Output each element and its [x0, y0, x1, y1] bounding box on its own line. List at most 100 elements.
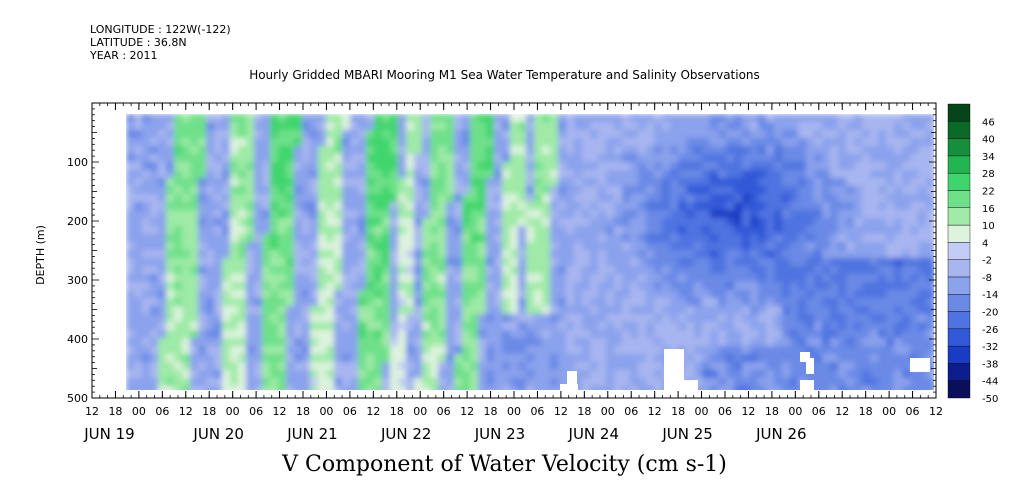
heatmap-cell [910, 138, 919, 147]
heatmap-cell [302, 146, 311, 155]
heatmap-cell [574, 162, 583, 171]
heatmap-cell [326, 194, 335, 203]
heatmap-cell [358, 250, 367, 259]
heatmap-cell [174, 322, 183, 331]
colorbar-label: -50 [982, 394, 998, 405]
heatmap-cell [918, 146, 927, 155]
heatmap-cell [334, 346, 343, 355]
heatmap-cell [774, 330, 783, 339]
heatmap-cell [438, 370, 447, 379]
heatmap-cell [654, 282, 663, 291]
heatmap-cell [542, 258, 551, 267]
heatmap-cell [518, 354, 527, 363]
heatmap-cell [390, 258, 399, 267]
heatmap-cell [518, 258, 527, 267]
heatmap-cell [862, 234, 871, 243]
heatmap-cell [766, 354, 775, 363]
heatmap-cell [574, 186, 583, 195]
heatmap-cell [790, 266, 799, 275]
heatmap-cell [310, 114, 319, 123]
heatmap-cell [270, 330, 279, 339]
heatmap-cell [510, 242, 519, 251]
heatmap-cell [190, 154, 199, 163]
heatmap-cell [462, 322, 471, 331]
heatmap-cell [182, 130, 191, 139]
heatmap-cell [518, 298, 527, 307]
heatmap-cell [270, 130, 279, 139]
heatmap-cell [750, 122, 759, 131]
heatmap-cell [358, 362, 367, 371]
heatmap-cell [710, 138, 719, 147]
heatmap-cell [534, 322, 543, 331]
heatmap-cell [790, 354, 799, 363]
heatmap-cell [910, 298, 919, 307]
heatmap-cell [910, 386, 919, 390]
heatmap-cell [422, 146, 431, 155]
heatmap-cell [350, 226, 359, 235]
heatmap-cell [238, 202, 247, 211]
heatmap-cell [486, 138, 495, 147]
heatmap-cell [310, 138, 319, 147]
heatmap-cell [782, 274, 791, 283]
heatmap-cell [830, 274, 839, 283]
heatmap-cell [302, 258, 311, 267]
heatmap-cell [326, 130, 335, 139]
heatmap-cell [262, 194, 271, 203]
heatmap-cell [902, 122, 911, 131]
heatmap-cell [774, 146, 783, 155]
heatmap-cell [830, 130, 839, 139]
heatmap-cell [582, 266, 591, 275]
heatmap-cell [222, 210, 231, 219]
heatmap-cell [606, 346, 615, 355]
heatmap-cell [286, 202, 295, 211]
heatmap-cell [486, 386, 495, 390]
heatmap-cell [406, 354, 415, 363]
heatmap-cell [582, 290, 591, 299]
heatmap-cell [350, 330, 359, 339]
heatmap-cell [270, 122, 279, 131]
heatmap-cell [342, 378, 351, 387]
heatmap-cell [358, 274, 367, 283]
heatmap-cell [918, 298, 927, 307]
heatmap-cell [198, 298, 207, 307]
heatmap-cell [326, 218, 335, 227]
heatmap-cell [526, 226, 535, 235]
colorbar-label: 22 [982, 186, 995, 197]
heatmap-cell [278, 234, 287, 243]
heatmap-cell [662, 114, 671, 123]
heatmap-cell [702, 130, 711, 139]
heatmap-cell [862, 242, 871, 251]
heatmap-cell [646, 346, 655, 355]
heatmap-cell [854, 154, 863, 163]
heatmap-cell [190, 226, 199, 235]
heatmap-cell [606, 250, 615, 259]
heatmap-cell [206, 306, 215, 315]
heatmap-cell [614, 122, 623, 131]
heatmap-cell [510, 346, 519, 355]
heatmap-cell [758, 122, 767, 131]
heatmap-cell [230, 170, 239, 179]
heatmap-cell [374, 314, 383, 323]
heatmap-cell [166, 218, 175, 227]
heatmap-cell [134, 338, 143, 347]
heatmap-cell [478, 146, 487, 155]
heatmap-cell [270, 338, 279, 347]
colorbar-label: 34 [982, 152, 995, 163]
heatmap-cell [542, 162, 551, 171]
heatmap-cell [510, 378, 519, 387]
heatmap-cell [430, 266, 439, 275]
heatmap-cell [878, 234, 887, 243]
heatmap-cell [510, 226, 519, 235]
heatmap-cell [302, 130, 311, 139]
heatmap-cell [694, 330, 703, 339]
heatmap-cell [918, 330, 927, 339]
heatmap-cell [766, 330, 775, 339]
heatmap-cell [870, 122, 879, 131]
heatmap-cell [406, 146, 415, 155]
heatmap-cell [822, 210, 831, 219]
heatmap-cell [238, 122, 247, 131]
heatmap-cell [694, 378, 703, 387]
x-day-label: JUN 25 [661, 425, 712, 443]
heatmap-cell [534, 186, 543, 195]
heatmap-cell [358, 330, 367, 339]
